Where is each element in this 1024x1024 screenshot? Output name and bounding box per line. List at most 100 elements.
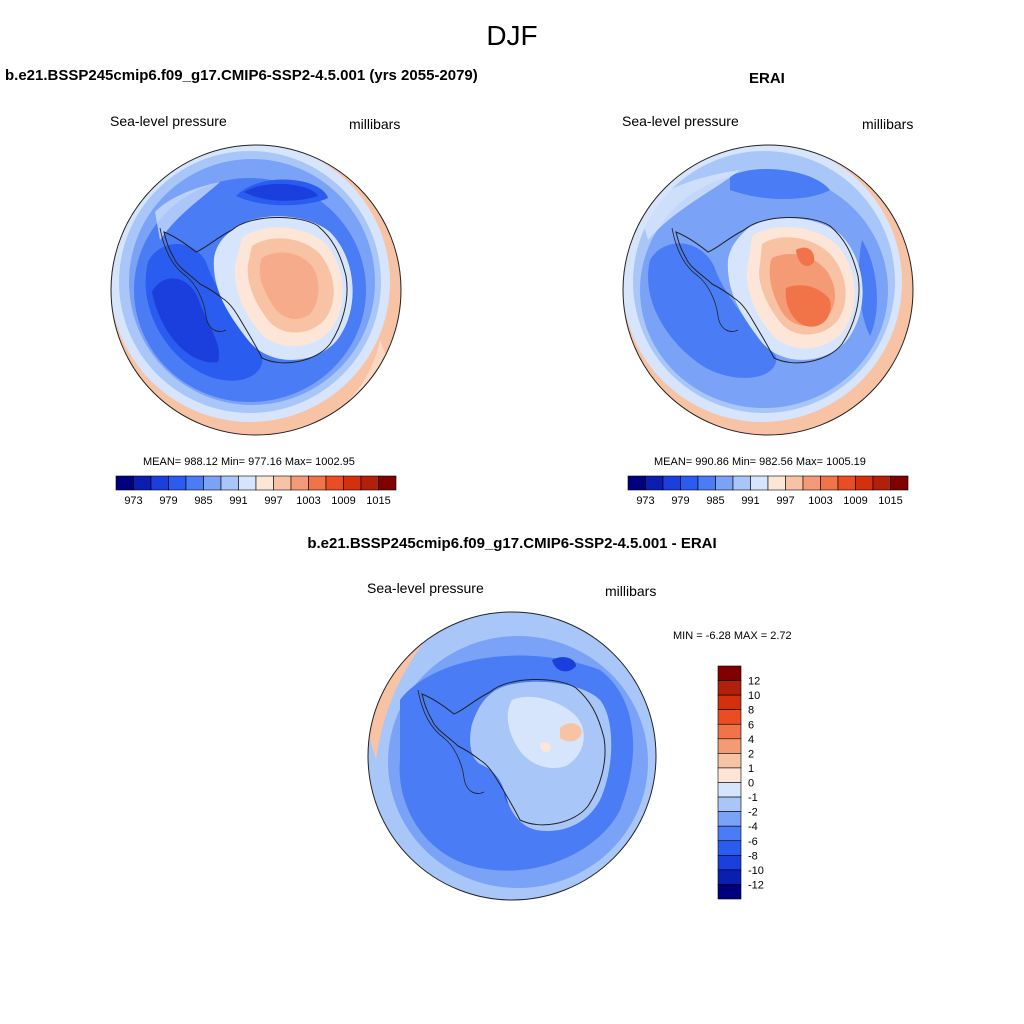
diff-colorbar-tick-label: 1 <box>748 763 754 775</box>
model-colorbar-box <box>378 475 397 491</box>
obs-colorbar-box <box>662 475 681 491</box>
diff-colorbar-box <box>717 680 742 696</box>
diff-stats: MIN = -6.28 MAX = 2.72 <box>673 630 792 642</box>
diff-colorbar-tick-label: -1 <box>748 792 758 804</box>
obs-panel-title: ERAI <box>749 70 785 87</box>
model-colorbar-tick-label: 985 <box>194 495 212 507</box>
model-colorbar-tick-label: 997 <box>264 495 282 507</box>
diff-colorbar-box <box>717 825 742 842</box>
obs-colorbar-box <box>820 475 839 491</box>
obs-colorbar-box <box>767 475 786 491</box>
page-title: DJF <box>486 20 538 51</box>
diff-colorbar-box <box>717 709 742 725</box>
obs-colorbar-box <box>645 475 664 491</box>
model-colorbar-tick-label: 1015 <box>366 495 390 507</box>
obs-colorbar: 973 979 985 991 997 1003 1009 1015 <box>627 475 909 507</box>
model-colorbar-box <box>308 475 327 491</box>
diff-colorbar-tick-label: 12 <box>748 676 760 688</box>
model-colorbar: 973 979 985 991 997 1003 1009 1015 <box>115 475 397 507</box>
model-colorbar-box <box>290 475 309 491</box>
diff-colorbar-box <box>717 753 742 769</box>
diff-colorbar-tick-label: -6 <box>748 836 758 848</box>
obs-colorbar-box <box>837 475 856 491</box>
obs-colorbar-tick-label: 1015 <box>878 495 902 507</box>
diff-colorbar-box <box>717 723 742 740</box>
model-colorbar-box <box>133 475 152 491</box>
diff-colorbar-box <box>717 855 742 871</box>
obs-colorbar-box <box>872 475 891 491</box>
diff-colorbar-box <box>717 840 742 856</box>
diff-colorbar-tick-label: 4 <box>748 734 754 746</box>
obs-colorbar-tick-label: 985 <box>706 495 724 507</box>
diff-colorbar-box <box>717 694 742 710</box>
obs-colorbar-box <box>890 475 909 491</box>
model-colorbar-box <box>325 475 344 491</box>
model-colorbar-tick-label: 973 <box>124 495 142 507</box>
obs-variable-label: Sea-level pressure <box>622 113 739 129</box>
diff-panel-title: b.e21.BSSP245cmip6.f09_g17.CMIP6-SSP2-4.… <box>307 535 717 552</box>
obs-units-label: millibars <box>862 116 914 132</box>
model-map <box>111 145 401 435</box>
obs-colorbar-tick-label: 1003 <box>808 495 832 507</box>
obs-colorbar-box <box>697 475 716 491</box>
diff-colorbar-box <box>717 811 742 827</box>
diff-colorbar-tick-label: -2 <box>748 807 758 819</box>
obs-colorbar-box <box>802 475 821 491</box>
diff-colorbar-tick-label: 2 <box>748 748 754 760</box>
diff-map <box>368 612 656 900</box>
obs-colorbar-tick-label: 1009 <box>843 495 867 507</box>
model-colorbar-tick-label: 991 <box>229 495 247 507</box>
model-colorbar-tick-label: 1003 <box>296 495 320 507</box>
diff-colorbar-tick-label: 0 <box>748 778 754 790</box>
model-colorbar-box <box>238 475 257 491</box>
model-colorbar-tick-label: 1009 <box>331 495 355 507</box>
obs-colorbar-box <box>627 475 646 491</box>
obs-colorbar-box <box>785 475 804 491</box>
diff-colorbar-box <box>717 782 742 798</box>
model-colorbar-box <box>168 475 187 491</box>
model-colorbar-box <box>343 475 362 491</box>
diff-colorbar-tick-label: 6 <box>748 719 754 731</box>
model-colorbar-box <box>115 475 134 491</box>
obs-map-border <box>622 144 914 436</box>
obs-colorbar-tick-label: 979 <box>671 495 689 507</box>
model-units-label: millibars <box>349 116 401 132</box>
diff-colorbar-tick-label: -8 <box>748 850 758 862</box>
model-panel-title: b.e21.BSSP245cmip6.f09_g17.CMIP6-SSP2-4.… <box>5 67 478 84</box>
obs-colorbar-box <box>680 475 699 491</box>
diff-colorbar-tick-label: -10 <box>748 865 764 877</box>
obs-colorbar-tick-label: 997 <box>776 495 794 507</box>
diff-variable-label: Sea-level pressure <box>367 580 484 596</box>
obs-colorbar-box <box>732 475 751 491</box>
obs-colorbar-tick-label: 973 <box>636 495 654 507</box>
diff-colorbar-box <box>717 884 742 900</box>
diff-colorbar-box <box>717 665 742 681</box>
diff-colorbar-tick-label: -4 <box>748 821 758 833</box>
diff-colorbar-box <box>717 738 742 754</box>
diff-colorbar-box <box>717 767 742 783</box>
obs-colorbar-box <box>750 475 769 491</box>
model-colorbar-box <box>150 475 169 491</box>
obs-colorbar-box <box>715 475 734 491</box>
diff-colorbar-tick-label: 10 <box>748 690 760 702</box>
model-colorbar-box <box>360 475 379 491</box>
diff-colorbar-box <box>717 796 742 812</box>
diff-colorbar-tick-label: -12 <box>748 879 764 891</box>
model-colorbar-box <box>203 475 222 491</box>
model-colorbar-box <box>185 475 204 491</box>
diff-colorbar-tick-label: 8 <box>748 705 754 717</box>
diff-units-label: millibars <box>605 583 657 599</box>
model-variable-label: Sea-level pressure <box>110 113 227 129</box>
model-colorbar-box <box>255 475 274 491</box>
model-map-border <box>110 144 402 436</box>
obs-stats: MEAN= 990.86 Min= 982.56 Max= 1005.19 <box>654 456 866 468</box>
obs-colorbar-box <box>855 475 874 491</box>
model-stats: MEAN= 988.12 Min= 977.16 Max= 1002.95 <box>143 456 355 468</box>
obs-colorbar-tick-label: 991 <box>741 495 759 507</box>
model-colorbar-box <box>273 475 292 491</box>
diff-map-border <box>367 611 657 901</box>
diff-colorbar-box <box>717 869 742 885</box>
model-colorbar-box <box>220 475 239 491</box>
